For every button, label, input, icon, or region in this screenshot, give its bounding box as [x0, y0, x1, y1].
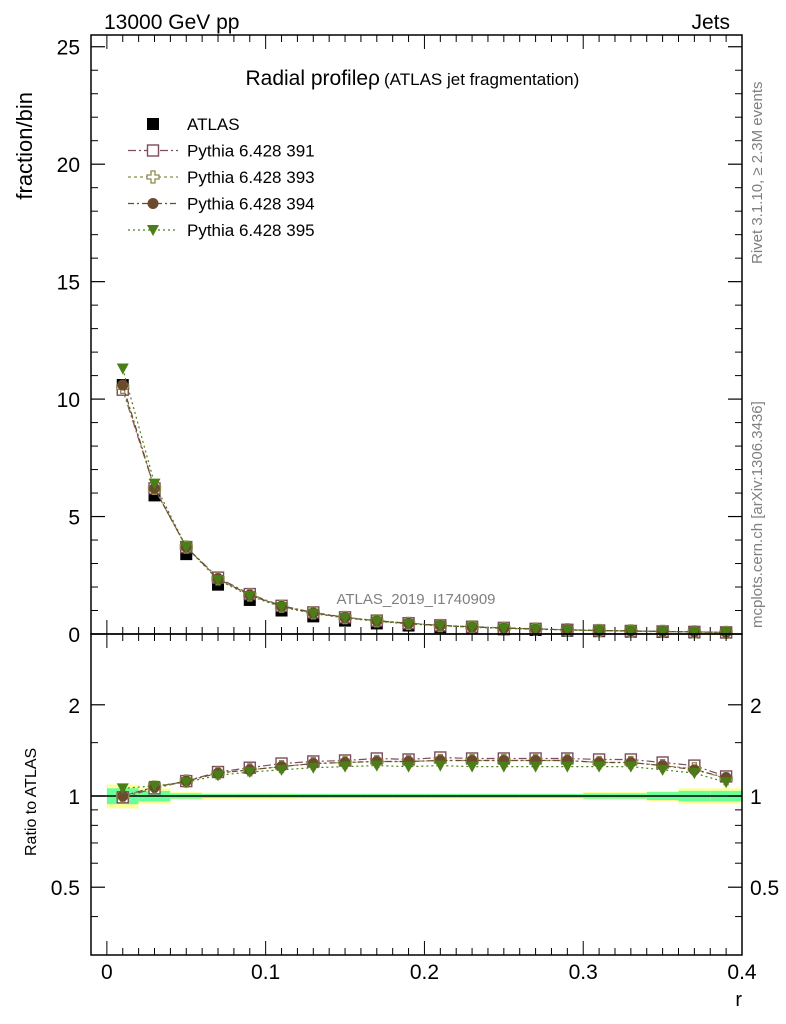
series-4-point: [529, 624, 542, 636]
series-4-point: [688, 627, 701, 639]
analysis-label: ATLAS_2019_I1740909: [336, 591, 495, 608]
legend-label: Pythia 6.428 395: [187, 221, 315, 240]
series-4-point: [402, 618, 415, 630]
x-tick-label: 0.2: [410, 961, 439, 984]
legend-marker: [147, 225, 159, 236]
series-4-point: [370, 616, 383, 628]
x-tick-label: 0.4: [727, 961, 757, 984]
header-right: Jets: [691, 11, 730, 34]
series-4-point: [593, 625, 606, 637]
series-4-point: [656, 626, 669, 638]
series-4-point: [180, 542, 193, 554]
ratio-y-tick-label-right: 1: [750, 786, 762, 809]
series-4-point: [624, 626, 637, 638]
series-4-line: [122, 368, 727, 633]
x-tick-label: 0.3: [569, 961, 598, 984]
series-4-point: [148, 478, 161, 490]
series-4-point: [275, 601, 288, 613]
legend-marker: [146, 170, 160, 184]
ratio-series-4-point: [370, 760, 383, 772]
legend-label: Pythia 6.428 394: [187, 195, 315, 214]
series-4-point: [434, 620, 447, 632]
legend: ATLAS Pythia 6.428 391 Pythia 6.428 393 Pyt…: [128, 115, 315, 240]
rivet-version-label: Rivet 3.1.10, ≥ 2.3M events: [749, 82, 766, 265]
series-4-point: [116, 363, 129, 375]
ratio-series-4-point: [720, 777, 733, 789]
ratio-series-4-point: [212, 770, 225, 782]
main-y-tick-label: 10: [57, 389, 80, 412]
ratio-series-4-point: [402, 761, 415, 773]
ratio-series-4-point: [688, 768, 701, 780]
ratio-series-4-point: [466, 761, 479, 773]
series-4-point: [307, 608, 320, 620]
main-y-axis-label: fraction/bin: [12, 92, 37, 200]
legend-marker: [146, 144, 160, 157]
ratio-series-4-point: [180, 777, 193, 789]
ratio-series-4-point: [497, 761, 510, 773]
ratio-series-group: [116, 751, 733, 804]
series-4-point: [339, 613, 352, 625]
main-series-group: [116, 363, 733, 640]
plot-title-subtitle: (ATLAS jet fragmentation): [384, 70, 579, 89]
ratio-y-tick-labels: 0.5 0.5 1 1 2 2: [51, 695, 779, 900]
series-4-point: [243, 590, 256, 602]
ratio-y-tick-label-right: 0.5: [750, 877, 779, 900]
ratio-plot-frame: [90, 633, 743, 956]
ratio-series-4-point: [656, 764, 669, 776]
main-y-tick-labels: 0 5 10 15 20 25: [57, 37, 80, 647]
ratio-series-4-point: [339, 761, 352, 773]
ratio-series-4-point: [593, 761, 606, 773]
main-y-tick-label: 0: [68, 624, 80, 647]
main-plot: 0 5 10 15 20 25 fraction/bin ATLAS_2019_I1740…: [12, 34, 743, 647]
x-tick-labels: 0 0.1 0.2 0.3 0.4: [101, 961, 757, 984]
ratio-plot: 0.5 0.51 12 2 0 0.1 0.2 0.3 0.4 Ratio to ATLAS …: [23, 633, 779, 1011]
legend-label: Pythia 6.428 391: [187, 142, 315, 161]
ratio-series-3-line: [122, 759, 727, 797]
ratio-y-tick-label: 2: [68, 695, 80, 718]
series-4-point: [212, 574, 225, 586]
ratio-axis-ticks: [91, 634, 743, 955]
series-4-point: [720, 627, 733, 639]
ratio-y-tick-label: 0.5: [51, 877, 80, 900]
ratio-y-tick-label-right: 2: [750, 695, 762, 718]
series-4-point: [466, 622, 479, 634]
ratio-series-4-point: [275, 764, 288, 776]
ratio-series-3-point: [117, 790, 129, 802]
ratio-series-4-point: [116, 783, 129, 795]
legend-label: ATLAS: [187, 115, 240, 134]
ratio-series-4-point: [561, 761, 574, 773]
ratio-series-4-point: [148, 780, 161, 792]
legend-marker: [147, 118, 159, 130]
x-tick-label: 0.1: [251, 961, 280, 984]
legend-marker: [147, 198, 159, 209]
main-y-tick-label: 25: [57, 37, 80, 60]
main-y-tick-label: 5: [68, 507, 80, 530]
main-y-tick-label: 15: [57, 272, 80, 295]
x-tick-label: 0: [101, 961, 113, 984]
ratio-y-tick-label: 1: [68, 786, 80, 809]
plot-title-main: Radial profileρ: [245, 67, 380, 90]
ratio-series-4-point: [307, 762, 320, 774]
series-4-point: [497, 623, 510, 635]
mcplots-label: mcplots.cern.ch [arXiv:1306.3436]: [749, 401, 766, 628]
ratio-y-axis-label: Ratio to ATLAS: [23, 748, 40, 856]
header-left: 13000 GeV pp: [104, 11, 239, 34]
ratio-series-4-point: [243, 767, 256, 779]
series-3-point: [117, 379, 129, 391]
legend-label: Pythia 6.428 393: [187, 168, 315, 187]
ratio-series-4-point: [434, 760, 447, 772]
ratio-series-4-line: [122, 764, 727, 789]
series-4-point: [561, 625, 574, 637]
ratio-series-4-point: [529, 761, 542, 773]
ratio-series-4-point: [624, 761, 637, 773]
main-y-tick-label: 20: [57, 154, 80, 177]
plot-title: Radial profileρ (ATLAS jet fragmentation…: [245, 67, 579, 90]
ratio-series-2-line: [122, 759, 727, 797]
x-axis-label: r: [735, 989, 742, 1011]
